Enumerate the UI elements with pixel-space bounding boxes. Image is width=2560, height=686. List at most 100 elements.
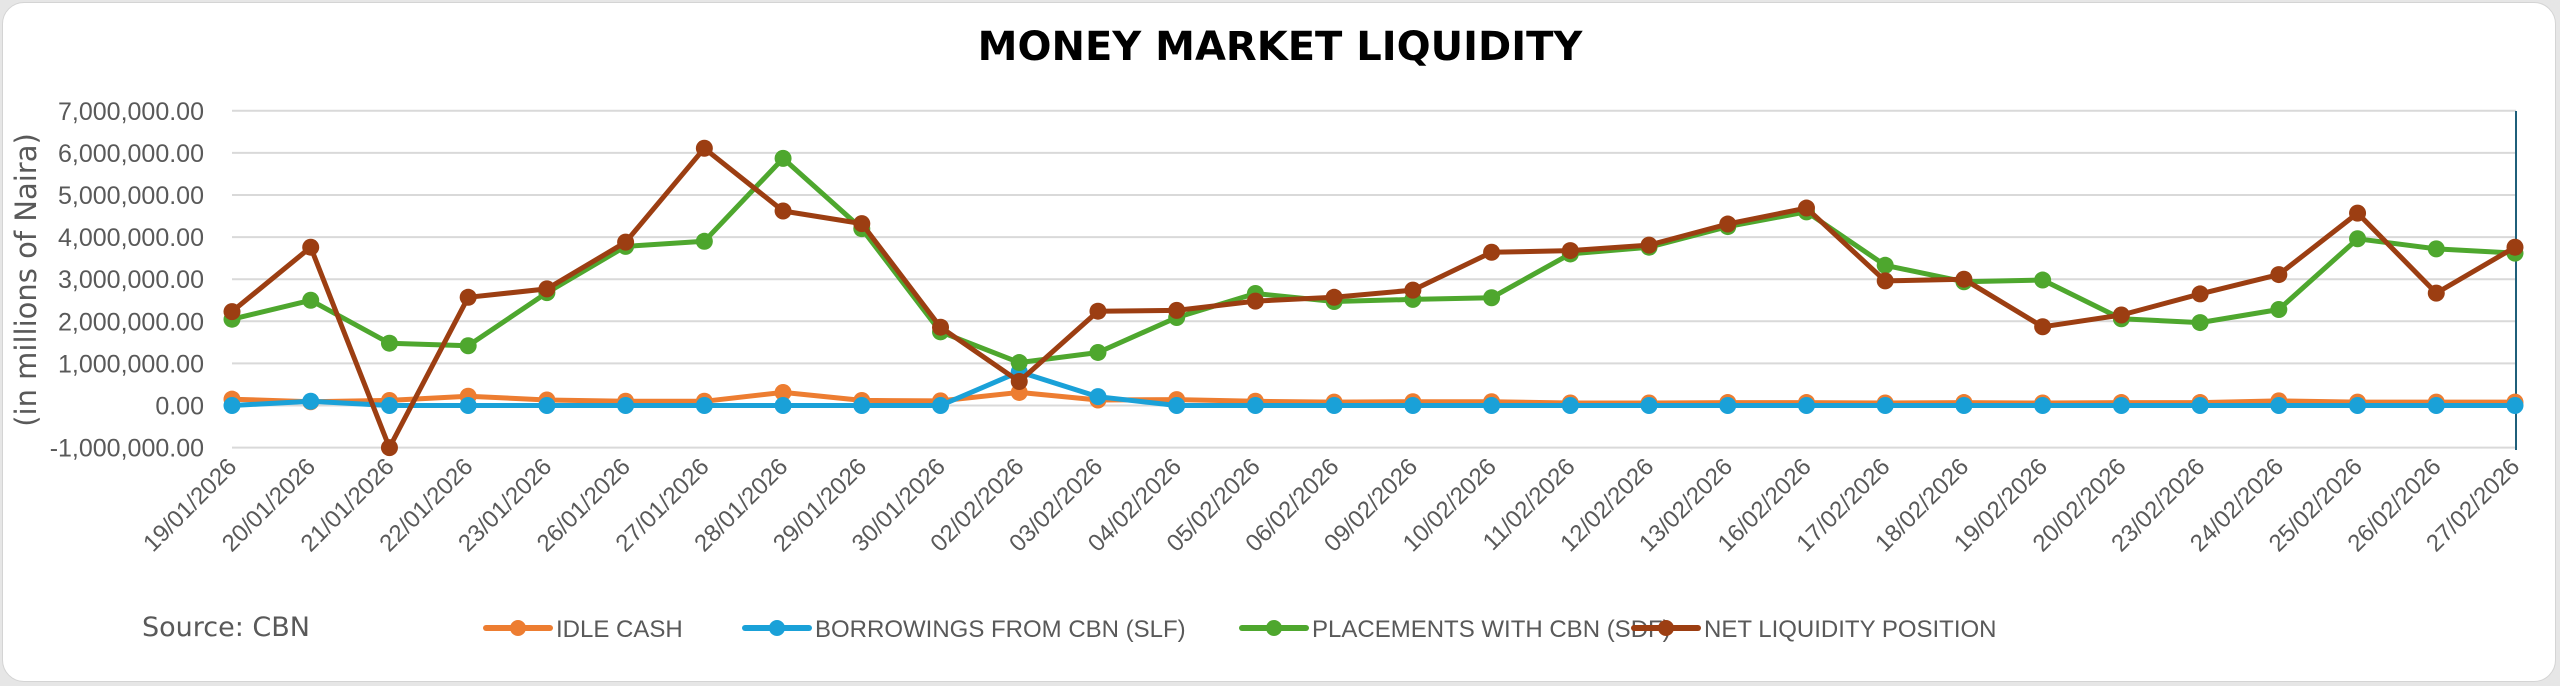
data-point[interactable] <box>2270 397 2288 414</box>
data-point[interactable] <box>695 139 713 157</box>
legend-label: PLACEMENTS WITH CBN (SDF) <box>1312 616 1671 643</box>
data-point[interactable] <box>1955 270 1973 288</box>
data-point[interactable] <box>2427 284 2445 302</box>
data-point[interactable] <box>1010 373 1028 391</box>
legend-item[interactable]: PLACEMENTS WITH CBN (SDF) <box>1239 616 1671 643</box>
data-point[interactable] <box>695 232 713 250</box>
data-point[interactable] <box>1955 397 1973 414</box>
data-point[interactable] <box>1876 397 1894 414</box>
data-point[interactable] <box>2427 397 2445 414</box>
data-point[interactable] <box>459 337 477 355</box>
data-point[interactable] <box>459 288 477 306</box>
data-point[interactable] <box>932 318 950 336</box>
legend-item[interactable]: IDLE CASH <box>483 616 683 643</box>
y-tick-label: 5,000,000.00 <box>58 182 204 210</box>
data-point[interactable] <box>1325 288 1343 306</box>
y-tick-label: 0.00 <box>155 393 204 421</box>
data-point[interactable] <box>2349 230 2367 248</box>
data-point[interactable] <box>932 397 950 414</box>
data-point[interactable] <box>617 397 635 414</box>
data-point[interactable] <box>1404 397 1422 414</box>
data-point[interactable] <box>1168 397 1186 414</box>
data-point[interactable] <box>1797 199 1815 217</box>
data-point[interactable] <box>2349 397 2367 414</box>
data-point[interactable] <box>380 334 398 352</box>
data-point[interactable] <box>774 202 792 220</box>
data-point[interactable] <box>1561 242 1579 260</box>
y-tick-label: 7,000,000.00 <box>58 98 204 126</box>
data-point[interactable] <box>1876 272 1894 290</box>
data-point[interactable] <box>2427 240 2445 258</box>
data-point[interactable] <box>538 280 556 298</box>
data-point[interactable] <box>2034 271 2052 289</box>
y-tick-label: 3,000,000.00 <box>58 266 204 294</box>
data-point[interactable] <box>774 397 792 414</box>
data-point[interactable] <box>302 392 320 410</box>
data-point[interactable] <box>2034 397 2052 414</box>
data-point[interactable] <box>1483 397 1501 414</box>
legend-marker-icon <box>510 620 526 636</box>
data-point[interactable] <box>1089 343 1107 361</box>
data-point[interactable] <box>2191 397 2209 414</box>
legend-marker-icon <box>1266 620 1282 636</box>
data-point[interactable] <box>1325 397 1343 414</box>
y-axis-label: (in millions of Naira) <box>9 133 43 427</box>
y-tick-label: 1,000,000.00 <box>58 350 204 378</box>
data-point[interactable] <box>1246 292 1264 310</box>
data-point[interactable] <box>1561 397 1579 414</box>
data-point[interactable] <box>774 149 792 167</box>
series-borrowings-from-cbn-slf <box>223 363 2524 414</box>
data-point[interactable] <box>2506 238 2524 256</box>
data-point[interactable] <box>1640 236 1658 254</box>
series-line <box>231 389 2515 406</box>
data-point[interactable] <box>2034 318 2052 336</box>
data-point[interactable] <box>2349 204 2367 222</box>
data-point[interactable] <box>1168 301 1186 319</box>
data-point[interactable] <box>459 397 477 414</box>
legend-label: NET LIQUIDITY POSITION <box>1704 616 1997 643</box>
y-tick-label: 4,000,000.00 <box>58 224 204 252</box>
data-point[interactable] <box>223 303 241 321</box>
legend-item[interactable]: NET LIQUIDITY POSITION <box>1631 616 1997 643</box>
data-point[interactable] <box>1089 302 1107 320</box>
series-group <box>223 139 2524 457</box>
data-point[interactable] <box>853 215 871 233</box>
data-point[interactable] <box>302 238 320 256</box>
data-point[interactable] <box>302 291 320 309</box>
data-point[interactable] <box>2112 306 2130 324</box>
data-point[interactable] <box>2191 285 2209 303</box>
data-point[interactable] <box>380 397 398 414</box>
chart-title: MONEY MARKET LIQUIDITY <box>978 24 1584 70</box>
series-line <box>230 145 2517 451</box>
data-point[interactable] <box>1719 397 1737 414</box>
data-point[interactable] <box>2506 397 2524 414</box>
data-point[interactable] <box>853 397 871 414</box>
data-point[interactable] <box>2112 397 2130 414</box>
data-point[interactable] <box>1876 256 1894 274</box>
data-point[interactable] <box>695 397 713 414</box>
data-point[interactable] <box>2270 266 2288 284</box>
legend-label: BORROWINGS FROM CBN (SLF) <box>815 616 1186 643</box>
legend-label: IDLE CASH <box>556 616 683 643</box>
legend-item[interactable]: BORROWINGS FROM CBN (SLF) <box>742 616 1186 643</box>
data-point[interactable] <box>1797 397 1815 414</box>
data-point[interactable] <box>380 439 398 457</box>
data-point[interactable] <box>774 383 792 401</box>
data-point[interactable] <box>1404 281 1422 299</box>
data-point[interactable] <box>538 397 556 414</box>
data-point[interactable] <box>1719 215 1737 233</box>
data-point[interactable] <box>1246 397 1264 414</box>
series-line <box>231 155 2516 366</box>
x-axis-ticks: 19/01/202620/01/202621/01/202622/01/2026… <box>138 453 2525 557</box>
data-point[interactable] <box>2270 301 2288 319</box>
data-point[interactable] <box>223 397 241 414</box>
data-point[interactable] <box>1640 397 1658 414</box>
data-point[interactable] <box>1483 243 1501 261</box>
data-point[interactable] <box>2191 314 2209 332</box>
data-point[interactable] <box>1483 289 1501 307</box>
series-net-liquidity-position <box>223 139 2524 457</box>
data-point[interactable] <box>617 233 635 251</box>
data-point[interactable] <box>1010 354 1028 372</box>
data-point[interactable] <box>1089 388 1107 406</box>
